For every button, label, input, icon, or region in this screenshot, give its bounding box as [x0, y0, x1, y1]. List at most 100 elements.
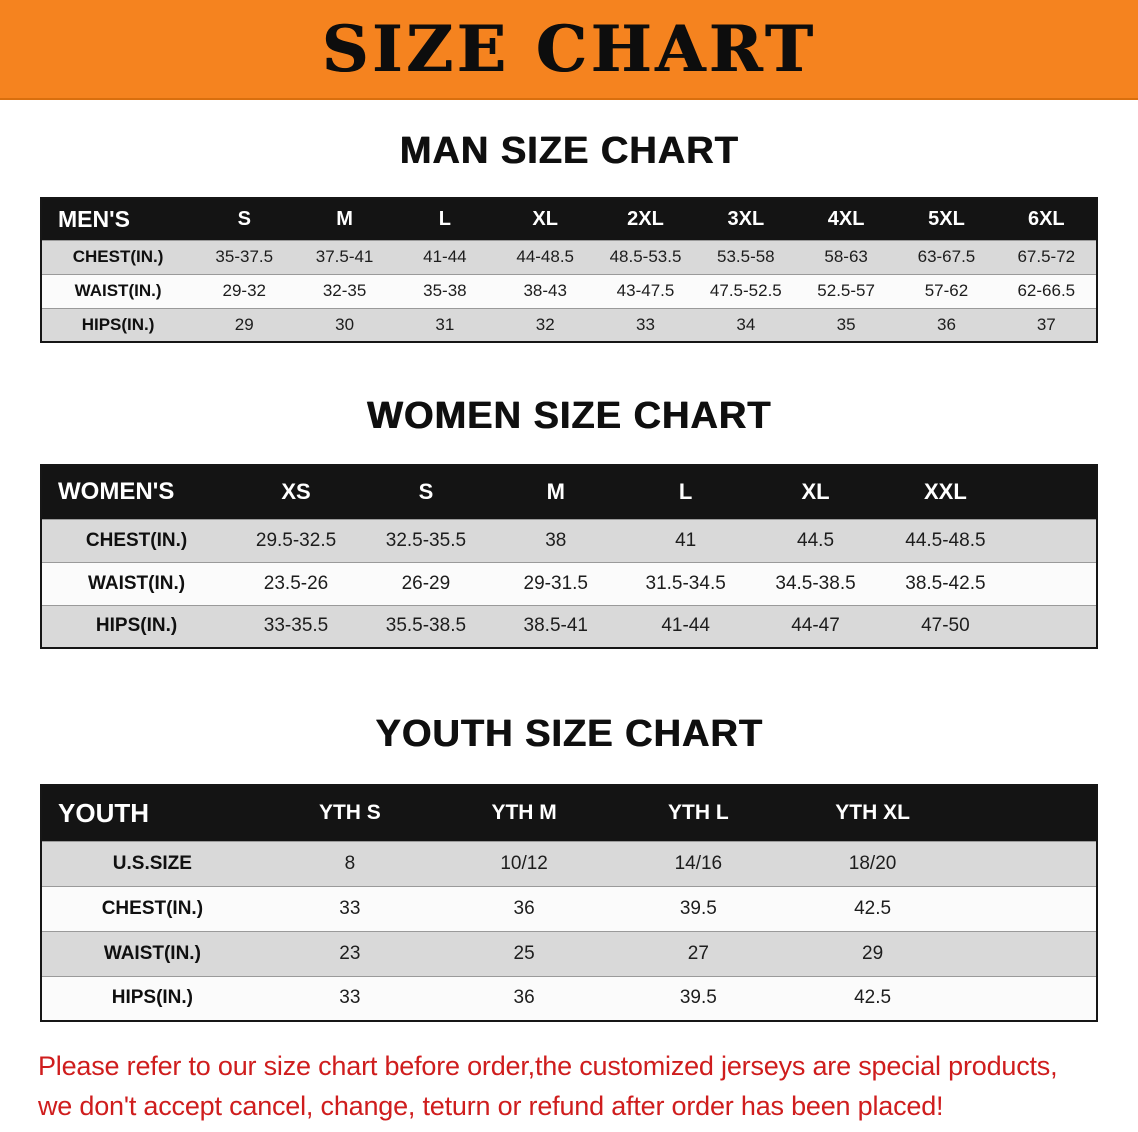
men-table-title: MEN'S	[41, 198, 195, 240]
cell: 34.5-38.5	[750, 561, 881, 605]
spacer-cell	[959, 975, 1097, 1021]
cell: 42.5	[785, 885, 960, 931]
cell: 31.5-34.5	[620, 561, 751, 605]
spacer-cell	[959, 840, 1097, 886]
women-size-col-header: L	[620, 465, 751, 519]
cell: 29	[785, 930, 960, 976]
women-section: WOMEN SIZE CHART WOMEN'S XS S M L XL XXL	[0, 395, 1138, 649]
cell: 29	[194, 307, 295, 342]
cell: 34	[695, 307, 796, 342]
women-size-col-header: XS	[231, 465, 361, 519]
cell: 31	[394, 307, 496, 342]
cell: 38-43	[495, 273, 596, 308]
youth-size-col-header: YTH M	[436, 785, 612, 841]
men-size-col-header: L	[394, 198, 496, 240]
cell: 57-62	[896, 273, 997, 308]
youth-waist-row: WAIST(IN.) 23 25 27 29	[41, 930, 1097, 976]
page-title: SIZE CHART	[321, 11, 817, 87]
cell: 29-31.5	[490, 561, 621, 605]
cell: 29.5-32.5	[231, 518, 361, 562]
cell: 37	[996, 307, 1097, 342]
spacer-cell	[1010, 604, 1097, 648]
women-size-col-header: XXL	[880, 465, 1011, 519]
cell: 33	[262, 885, 437, 931]
youth-section-title: YOUTH SIZE CHART	[375, 713, 763, 755]
cell: 18/20	[785, 840, 960, 886]
men-size-col-header: 2XL	[595, 198, 696, 240]
spacer-cell	[959, 930, 1097, 976]
cell: 38	[490, 518, 621, 562]
row-label: CHEST(IN.)	[41, 518, 232, 562]
women-hips-row: HIPS(IN.) 33-35.5 35.5-38.5 38.5-41 41-4…	[41, 604, 1097, 648]
cell: 32.5-35.5	[360, 518, 491, 562]
banner: SIZE CHART	[0, 0, 1138, 100]
row-label: CHEST(IN.)	[41, 239, 195, 274]
disclaimer-line-1: Please refer to our size chart before or…	[38, 1051, 1058, 1081]
row-label: U.S.SIZE	[41, 840, 263, 886]
cell: 33	[262, 975, 437, 1021]
cell: 23	[262, 930, 437, 976]
cell: 67.5-72	[996, 239, 1097, 274]
cell: 41-44	[620, 604, 751, 648]
youth-header-row: YOUTH YTH S YTH M YTH L YTH XL	[41, 785, 1097, 841]
youth-size-col-header: YTH S	[262, 785, 437, 841]
cell: 33-35.5	[231, 604, 361, 648]
men-size-col-header: M	[294, 198, 395, 240]
row-label: WAIST(IN.)	[41, 561, 232, 605]
cell: 53.5-58	[695, 239, 796, 274]
cell: 36	[436, 885, 612, 931]
cell: 44-48.5	[495, 239, 596, 274]
row-label: WAIST(IN.)	[41, 273, 195, 308]
youth-section: YOUTH SIZE CHART YOUTH YTH S YTH M YTH L…	[0, 713, 1138, 1022]
row-label: WAIST(IN.)	[41, 930, 263, 976]
men-section-title: MAN SIZE CHART	[399, 130, 739, 172]
youth-chest-row: CHEST(IN.) 33 36 39.5 42.5	[41, 885, 1097, 931]
women-section-title: WOMEN SIZE CHART	[366, 395, 772, 437]
cell: 48.5-53.5	[595, 239, 696, 274]
cell: 35-37.5	[194, 239, 295, 274]
cell: 25	[436, 930, 612, 976]
spacer-cell	[1010, 465, 1097, 519]
cell: 44.5-48.5	[880, 518, 1011, 562]
youth-size-col-header: YTH L	[611, 785, 786, 841]
cell: 38.5-41	[490, 604, 621, 648]
men-header-row: MEN'S S M L XL 2XL 3XL 4XL 5XL 6XL	[41, 198, 1097, 240]
men-size-table: MEN'S S M L XL 2XL 3XL 4XL 5XL 6XL CHEST…	[40, 197, 1098, 343]
men-section: MAN SIZE CHART MEN'S S M L XL 2XL 3XL 4X…	[0, 130, 1138, 343]
disclaimer: Please refer to our size chart before or…	[38, 1046, 1100, 1126]
cell: 44.5	[750, 518, 881, 562]
men-size-col-header: 3XL	[695, 198, 796, 240]
cell: 35-38	[394, 273, 496, 308]
men-chest-row: CHEST(IN.) 35-37.5 37.5-41 41-44 44-48.5…	[41, 239, 1097, 274]
cell: 42.5	[785, 975, 960, 1021]
men-hips-row: HIPS(IN.) 29 30 31 32 33 34 35 36 37	[41, 307, 1097, 342]
cell: 33	[595, 307, 696, 342]
men-size-col-header: 4XL	[795, 198, 897, 240]
cell: 43-47.5	[595, 273, 696, 308]
men-waist-row: WAIST(IN.) 29-32 32-35 35-38 38-43 43-47…	[41, 273, 1097, 308]
disclaimer-line-2: we don't accept cancel, change, teturn o…	[38, 1091, 944, 1121]
women-size-col-header: S	[360, 465, 491, 519]
cell: 39.5	[611, 975, 786, 1021]
cell: 39.5	[611, 885, 786, 931]
women-waist-row: WAIST(IN.) 23.5-26 26-29 29-31.5 31.5-34…	[41, 561, 1097, 605]
women-size-col-header: M	[490, 465, 621, 519]
cell: 63-67.5	[896, 239, 997, 274]
row-label: HIPS(IN.)	[41, 604, 232, 648]
cell: 47-50	[880, 604, 1011, 648]
cell: 44-47	[750, 604, 881, 648]
women-header-row: WOMEN'S XS S M L XL XXL	[41, 465, 1097, 519]
cell: 41-44	[394, 239, 496, 274]
cell: 14/16	[611, 840, 786, 886]
cell: 37.5-41	[294, 239, 395, 274]
youth-size-col-header: YTH XL	[785, 785, 960, 841]
cell: 32-35	[294, 273, 395, 308]
cell: 36	[436, 975, 612, 1021]
men-size-col-header: 5XL	[896, 198, 997, 240]
spacer-cell	[959, 885, 1097, 931]
cell: 10/12	[436, 840, 612, 886]
cell: 26-29	[360, 561, 491, 605]
spacer-cell	[1010, 518, 1097, 562]
cell: 32	[495, 307, 596, 342]
